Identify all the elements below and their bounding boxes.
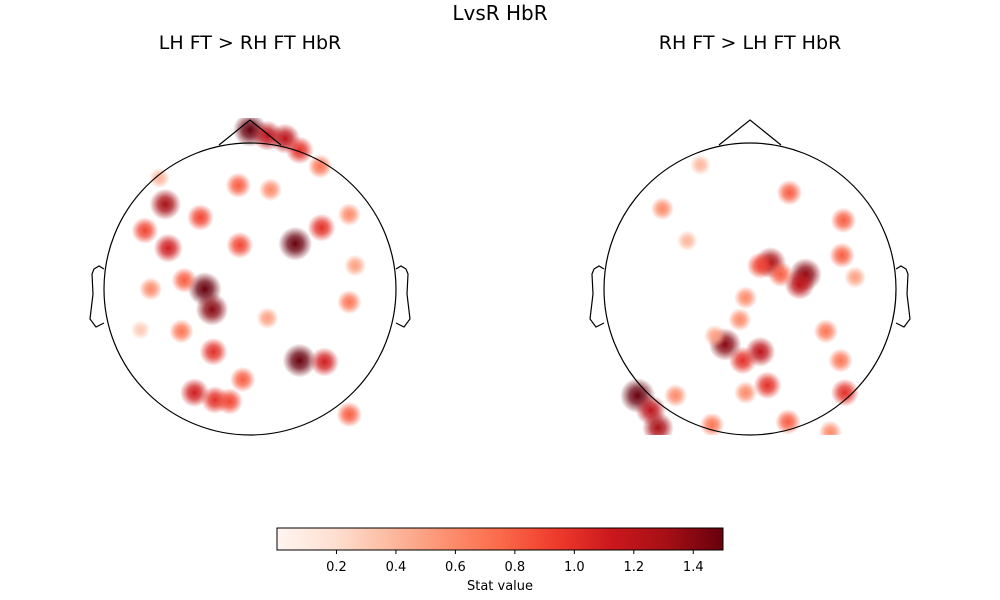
hotspot: [186, 204, 214, 231]
right-ear-outline: [395, 265, 411, 328]
hotspot: [336, 401, 363, 428]
topomap-right: [589, 119, 911, 436]
hotspot: [195, 293, 229, 326]
hotspot: [689, 154, 711, 176]
colorbar-tick-label: 1.0: [564, 560, 585, 575]
hotspot: [734, 381, 758, 405]
hotspot: [226, 231, 254, 259]
nose-outline: [718, 119, 782, 146]
head-outline: [103, 142, 397, 436]
hotspot: [830, 378, 859, 407]
hotspot: [728, 346, 757, 375]
hotspot: [728, 308, 752, 332]
hotspot: [307, 154, 333, 179]
hotspot: [844, 266, 867, 289]
hotspot: [642, 411, 674, 435]
hotspot: [225, 172, 252, 199]
hotspot: [278, 226, 313, 261]
hotspot: [676, 230, 698, 252]
hotspot: [767, 261, 794, 288]
hotspot: [131, 217, 159, 245]
hotspot: [130, 320, 151, 340]
hotspot: [258, 178, 283, 202]
hotspot: [830, 207, 857, 234]
left-ear-outline: [589, 265, 605, 328]
hotspot: [663, 383, 688, 408]
colorbar-tick-label: 0.8: [505, 560, 526, 575]
colorbar-tick-label: 1.2: [623, 560, 644, 575]
hotspot: [746, 252, 774, 280]
hotspot: [828, 348, 853, 373]
hotspot: [813, 319, 839, 344]
colorbar-tick-label: 0.6: [445, 560, 466, 575]
hotspot: [149, 167, 170, 189]
left-ear-outline: [89, 265, 105, 328]
hotspot: [229, 366, 256, 393]
head-outline: [603, 142, 897, 436]
hotspot: [734, 286, 758, 310]
hotspot: [149, 188, 182, 221]
colorbar-gradient: [276, 527, 724, 551]
colorbar: 0.2 0.4 0.6 0.8 1.0 1.2 1.4: [276, 527, 724, 575]
hotspot: [699, 412, 725, 435]
colorbar-tick-label: 0.4: [386, 560, 407, 575]
panel-title-right: RH FT > LH FT HbR: [659, 32, 841, 54]
colorbar-tick-label: 0.2: [326, 560, 347, 575]
hotspot: [703, 324, 726, 347]
hotspot: [337, 202, 361, 227]
hotspot: [307, 213, 336, 242]
hotspot: [171, 267, 198, 294]
nose-outline: [218, 119, 282, 146]
figure-title: LvsR HbR: [452, 1, 547, 25]
right-ear-outline: [895, 265, 911, 328]
colorbar-label: Stat value: [467, 579, 533, 594]
hotspot: [753, 371, 782, 400]
topomap-left: [89, 118, 411, 436]
hotspot: [818, 420, 842, 435]
hotspot: [776, 179, 803, 206]
hotspot: [139, 277, 163, 301]
hotspot: [169, 319, 194, 344]
hotspot: [344, 254, 367, 277]
hotspot: [285, 136, 314, 165]
hotspot: [199, 337, 228, 366]
hotspot: [282, 343, 317, 378]
hotspot: [829, 242, 855, 269]
hotspot: [153, 233, 183, 263]
hotspot: [650, 197, 675, 221]
panel-title-left: LH FT > RH FT HbR: [159, 32, 341, 54]
hotspot: [216, 388, 243, 415]
hotspot: [337, 289, 362, 315]
hotspot: [309, 347, 340, 377]
hotspot: [256, 307, 279, 330]
hotspot: [775, 409, 801, 435]
colorbar-tick-label: 1.4: [683, 560, 704, 575]
